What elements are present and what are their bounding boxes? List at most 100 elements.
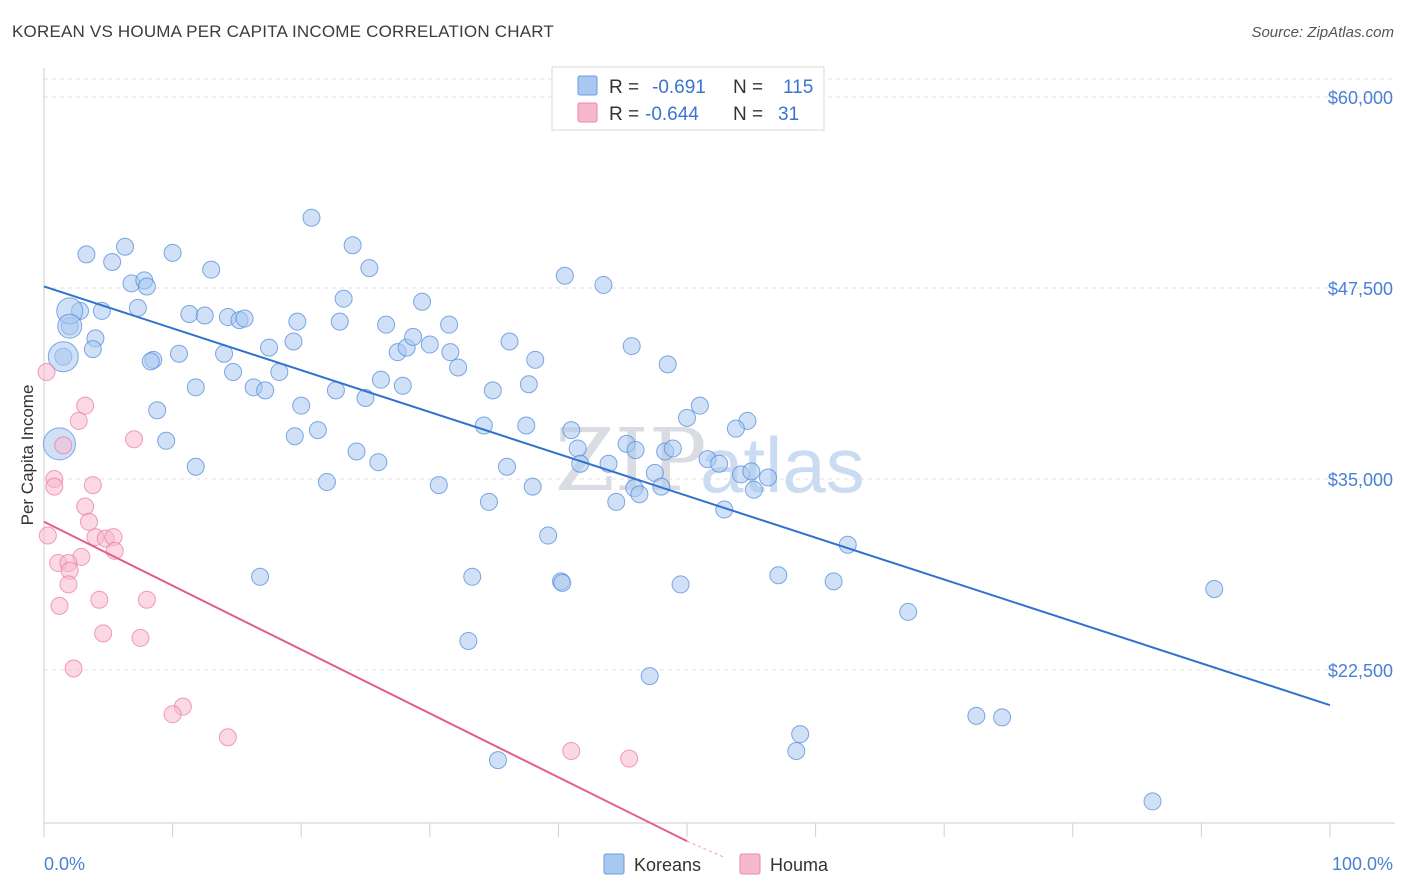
point-koreans-107: [787, 741, 806, 760]
point-koreans-53: [526, 350, 545, 369]
point-large-0: [47, 341, 79, 373]
point-koreans-56: [555, 266, 574, 285]
point-koreans-96: [553, 573, 572, 592]
point-koreans-100: [899, 602, 918, 621]
y-axis-label: Per Capita Income: [18, 385, 37, 526]
legend-swatch-houma: [577, 102, 598, 123]
point-koreans-17: [128, 298, 147, 317]
point-houma-19: [59, 575, 78, 594]
correlation-legend: R = -0.691 N = 115 R = -0.644 N = 31: [551, 66, 825, 131]
point-koreans-6: [163, 243, 182, 262]
legend-r-value-1: -0.691: [652, 77, 706, 98]
point-koreans-71: [474, 416, 493, 435]
point-houma-20: [90, 590, 109, 609]
point-koreans-33: [284, 332, 303, 351]
point-koreans-66: [317, 473, 336, 492]
point-koreans-106: [791, 725, 810, 744]
legend-r-value-2: -0.644: [645, 104, 699, 125]
data-points: [37, 208, 1224, 811]
point-koreans-44: [413, 292, 432, 311]
x-tick-labels: 0.0% 100.0%: [44, 854, 1393, 874]
point-houma-0: [37, 363, 56, 382]
x-tick-label-1: 100.0%: [1332, 854, 1393, 874]
bottom-legend-houma: Houma: [770, 855, 829, 875]
point-koreans-75: [568, 439, 587, 458]
point-koreans-43: [420, 335, 439, 354]
point-houma-8: [76, 497, 95, 516]
point-houma-1: [76, 396, 95, 415]
point-koreans-74: [562, 421, 581, 440]
y-tick-label-2: $47,500: [1328, 279, 1393, 299]
point-koreans-50: [393, 376, 412, 395]
trend-line-koreans: [43, 285, 1331, 707]
point-houma-22: [50, 596, 69, 615]
point-koreans-1: [103, 253, 122, 272]
legend-n-value-2: 31: [778, 104, 799, 125]
point-houma-30: [620, 749, 639, 768]
point-koreans-97: [671, 575, 690, 594]
point-houma-21: [137, 590, 156, 609]
point-koreans-51: [483, 381, 502, 400]
chart-title: KOREAN VS HOUMA PER CAPITA INCOME CORREL…: [12, 22, 555, 41]
y-tick-labels: $22,500 $35,000 $47,500 $60,000: [1328, 88, 1393, 681]
point-koreans-5: [137, 277, 156, 296]
grid-lines: [44, 78, 1395, 671]
point-koreans-70: [479, 492, 498, 511]
series-houma: [37, 363, 639, 768]
trend-extension-houma: [686, 840, 726, 859]
point-koreans-57: [594, 275, 613, 294]
point-houma-28: [218, 728, 237, 747]
point-koreans-69: [429, 476, 448, 495]
point-koreans-28: [224, 363, 243, 382]
point-koreans-7: [202, 260, 221, 279]
point-koreans-58: [622, 337, 641, 356]
point-koreans-31: [270, 363, 289, 382]
legend-n-value-1: 115: [783, 77, 813, 98]
y-tick-label-3: $60,000: [1328, 88, 1393, 108]
point-koreans-72: [497, 457, 516, 476]
point-houma-23: [94, 624, 113, 643]
point-koreans-38: [330, 312, 349, 331]
point-houma-9: [80, 512, 99, 531]
point-koreans-10: [360, 259, 379, 278]
point-koreans-42: [404, 327, 423, 346]
point-koreans-68: [369, 453, 388, 472]
series-koreans: [42, 208, 1224, 811]
point-koreans-47: [449, 358, 468, 377]
point-koreans-113: [710, 454, 729, 473]
point-koreans-115: [626, 440, 645, 459]
point-koreans-101: [1205, 580, 1224, 599]
point-koreans-109: [1143, 792, 1162, 811]
point-koreans-30: [256, 381, 275, 400]
trend-line-houma: [43, 520, 688, 843]
point-koreans-88: [744, 480, 763, 499]
point-koreans-98: [769, 566, 788, 585]
point-koreans-37: [334, 289, 353, 308]
point-koreans-61: [148, 401, 167, 420]
series-legend: Koreans Houma: [603, 853, 829, 875]
legend-n-label-1: N =: [733, 77, 763, 98]
chart-source: Source: ZipAtlas.com: [1251, 24, 1394, 41]
legend-swatch-koreans: [577, 75, 598, 96]
point-koreans-46: [441, 343, 460, 362]
point-koreans-99: [824, 572, 843, 591]
point-koreans-62: [157, 431, 176, 450]
point-koreans-102: [459, 631, 478, 650]
legend-n-label-2: N =: [733, 104, 763, 125]
point-koreans-16: [83, 340, 102, 359]
point-houma-7: [83, 476, 102, 495]
point-koreans-49: [356, 389, 375, 408]
point-koreans-9: [343, 236, 362, 255]
point-koreans-60: [690, 396, 709, 415]
x-tick-label-0: 0.0%: [44, 854, 85, 874]
point-koreans-2: [116, 237, 135, 256]
point-koreans-32: [260, 338, 279, 357]
point-koreans-73: [523, 477, 542, 496]
point-koreans-22: [195, 306, 214, 325]
point-houma-27: [163, 705, 182, 724]
point-koreans-21: [180, 304, 199, 323]
point-koreans-34: [288, 312, 307, 331]
point-koreans-59: [658, 355, 677, 374]
bottom-legend-swatch-koreans: [603, 853, 625, 875]
